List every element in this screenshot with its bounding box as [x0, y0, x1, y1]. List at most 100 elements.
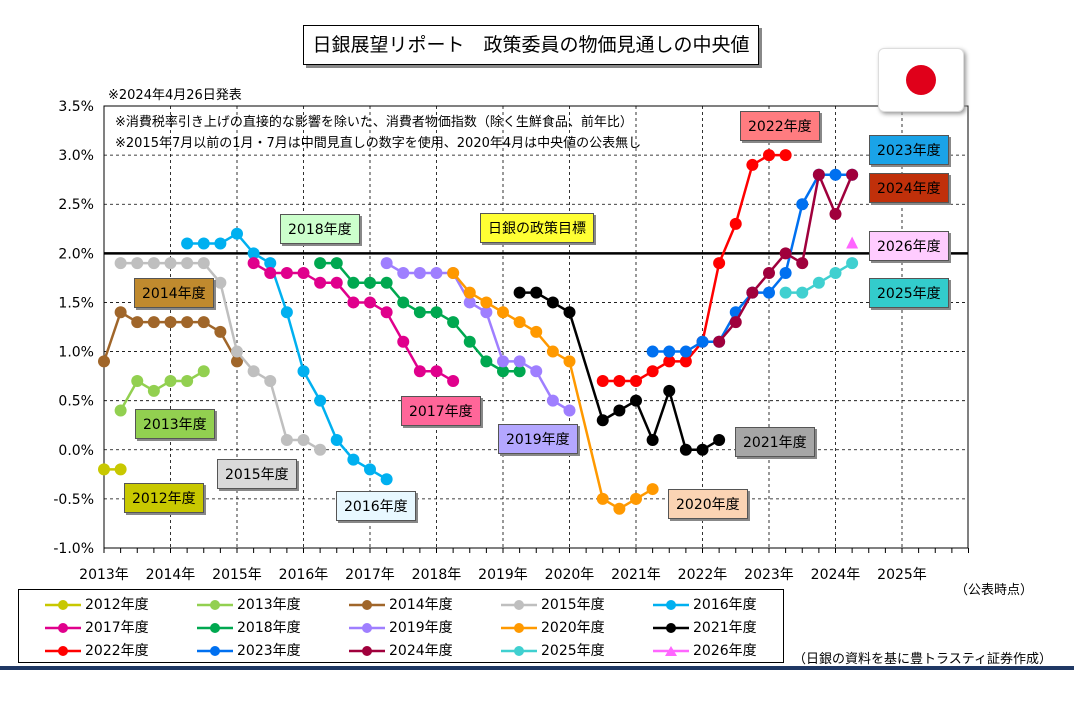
legend-marker [653, 623, 689, 633]
data-point [546, 296, 559, 309]
series-2014 [98, 306, 243, 368]
data-point [98, 463, 110, 476]
data-point [796, 257, 809, 270]
data-point [297, 433, 310, 446]
series-2026 [846, 236, 859, 249]
y-tick-label: 1.0% [58, 345, 94, 361]
data-point [147, 316, 160, 329]
data-point [729, 217, 742, 230]
series-2018 [314, 257, 526, 378]
data-point [231, 345, 243, 358]
publish-note: ※2024年4月26日発表 [108, 88, 242, 103]
data-point [596, 414, 609, 427]
label-2023: 2023年度 [869, 135, 949, 165]
data-point [98, 355, 110, 368]
japan-flag-icon [878, 48, 964, 112]
data-point [613, 404, 626, 417]
label-2018: 2018年度 [280, 214, 360, 244]
data-point [796, 286, 809, 299]
x-tick-label: 2015年 [212, 567, 262, 583]
data-point [679, 355, 692, 368]
label-2017: 2017年度 [401, 396, 481, 426]
data-point [846, 168, 859, 181]
legend-item-2019: 2019年度 [349, 617, 453, 637]
y-tick-label: -1.0% [53, 541, 94, 557]
label-2026: 2026年度 [869, 231, 949, 261]
x-tick-label: 2025年 [877, 567, 927, 583]
data-point [763, 266, 775, 279]
data-point [397, 296, 410, 309]
data-point [280, 306, 293, 319]
data-point [214, 237, 227, 250]
data-point [497, 365, 509, 378]
legend-marker [349, 600, 385, 610]
x-tick-label: 2024年 [811, 567, 861, 583]
note-line-1: ※消費税率引き上げの直接的な影響を除いた、消費者物価指数（除く生鮮食品、前年比） [115, 115, 633, 130]
legend-item-2023: 2023年度 [197, 640, 301, 660]
data-point [147, 257, 160, 270]
data-point [181, 316, 194, 329]
data-point [530, 365, 543, 378]
data-point [214, 325, 227, 338]
data-point [613, 375, 626, 388]
legend-marker [653, 646, 689, 656]
label-2016: 2016年度 [336, 491, 416, 521]
data-point [347, 296, 360, 309]
data-point [380, 473, 393, 486]
legend-marker [349, 623, 385, 633]
legend-item-2024: 2024年度 [349, 640, 453, 660]
data-point [280, 433, 293, 446]
series-2019 [380, 257, 576, 417]
series-layer [98, 149, 859, 515]
x-tick-label: 2022年 [678, 567, 728, 583]
chart-title: 日銀展望リポート 政策委員の物価見通しの中央値 [303, 25, 759, 65]
data-point [247, 257, 260, 270]
data-point [314, 257, 327, 270]
legend-item-2013: 2013年度 [197, 594, 301, 614]
data-point [663, 384, 676, 397]
data-point [779, 266, 792, 279]
y-tick-label: 0.5% [58, 394, 94, 410]
label-2021: 2021年度 [735, 427, 815, 457]
data-point [846, 257, 859, 270]
data-point [114, 404, 127, 417]
data-point [829, 208, 842, 221]
data-point [546, 394, 559, 407]
data-point [779, 247, 792, 260]
grid-lines [104, 106, 968, 548]
series-line [652, 173, 853, 353]
legend-marker [653, 600, 689, 610]
data-point [646, 345, 659, 358]
x-tick-label: 2013年 [79, 567, 129, 583]
legend-marker [349, 646, 385, 656]
y-tick-label: 3.0% [58, 148, 94, 164]
label-2015: 2015年度 [217, 459, 297, 489]
data-point [197, 257, 210, 270]
data-point [114, 257, 127, 270]
data-point [646, 483, 659, 496]
policy-target-label: 日銀の政策目標 [480, 213, 594, 243]
legend-marker [45, 623, 81, 633]
legend-marker [501, 600, 537, 610]
data-point [114, 306, 127, 319]
data-point [181, 237, 194, 250]
data-point [563, 306, 576, 319]
data-point [181, 375, 194, 388]
legend: 2012年度 2013年度 2014年度 2015年度 2016年度 2017年… [18, 589, 784, 663]
series-2021 [513, 286, 726, 456]
label-2020: 2020年度 [668, 489, 748, 519]
data-point [563, 355, 576, 368]
data-point [463, 286, 476, 299]
data-point [563, 404, 576, 417]
data-point [796, 198, 809, 211]
data-point [779, 149, 792, 162]
data-point [713, 433, 726, 446]
data-point [413, 365, 426, 378]
y-tick-label: 1.5% [58, 295, 94, 311]
data-point [513, 316, 526, 329]
label-2013: 2013年度 [135, 409, 215, 439]
data-point [480, 355, 493, 368]
data-point [164, 375, 177, 388]
y-tick-label: 2.0% [58, 246, 94, 262]
x-axis-suffix: （公表時点） [955, 583, 1034, 598]
